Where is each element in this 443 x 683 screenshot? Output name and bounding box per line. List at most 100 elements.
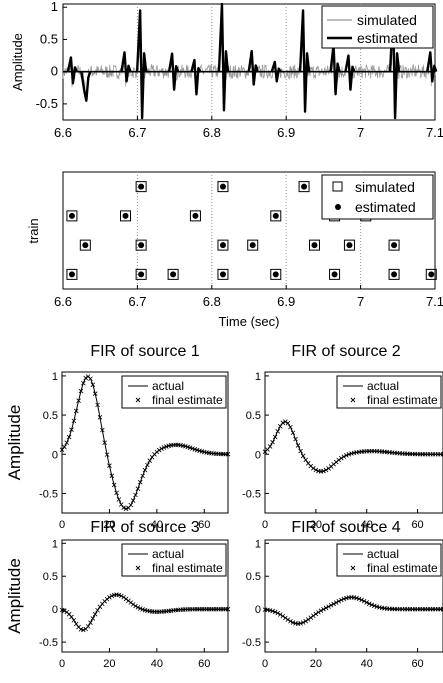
fir-legend-x-marker bbox=[135, 565, 141, 571]
fir-estimate-x-marker bbox=[130, 602, 136, 607]
fir-estimate-x-marker bbox=[283, 419, 288, 424]
estimated-spike bbox=[426, 51, 438, 83]
fir-actual-line bbox=[264, 421, 443, 472]
estimated-dot-marker bbox=[192, 212, 199, 219]
fir-estimate-x-marker bbox=[97, 604, 103, 610]
fir-estimate-x-marker bbox=[323, 605, 329, 611]
fir-y-tick-label: -0.5 bbox=[242, 637, 261, 649]
estimated-dot-marker bbox=[301, 183, 308, 190]
estimated-spike bbox=[120, 51, 132, 83]
fir-estimate-x-marker bbox=[88, 376, 93, 382]
fir-estimate-x-marker bbox=[298, 448, 303, 454]
fir-x-tick-label: 20 bbox=[103, 519, 115, 531]
fir-estimate-x-marker bbox=[336, 457, 342, 463]
fir-estimate-x-marker bbox=[272, 434, 278, 440]
fir-estimate-x-marker bbox=[104, 452, 110, 457]
fir-y-tick-label: 1 bbox=[52, 371, 58, 383]
fir-estimate-x-marker bbox=[159, 446, 164, 451]
fir-x-tick-label: 40 bbox=[361, 519, 373, 531]
estimated-dot-marker bbox=[219, 271, 226, 278]
fir-y-axis-label: Amplitude bbox=[5, 558, 24, 634]
fir-estimate-x-marker bbox=[440, 606, 443, 612]
fir-estimate-x-marker bbox=[288, 424, 293, 430]
fir-estimate-x-marker bbox=[109, 473, 115, 479]
fir-estimate-x-marker bbox=[326, 604, 331, 609]
fir-estimate-x-marker bbox=[372, 603, 377, 609]
signal-y-tick-label: 1 bbox=[51, 0, 58, 14]
estimated-spike bbox=[329, 43, 341, 96]
fir-estimate-x-marker bbox=[161, 445, 167, 450]
fir-estimate-x-marker bbox=[290, 430, 296, 436]
fir-title: FIR of source 1 bbox=[90, 343, 199, 360]
fir-legend-actual-label: actual bbox=[152, 547, 184, 561]
fir-estimate-x-marker bbox=[90, 616, 96, 621]
fir-estimate-x-marker bbox=[303, 457, 308, 463]
fir-estimate-x-marker bbox=[107, 463, 112, 468]
signal-y-axis-label: Amplitude bbox=[10, 33, 25, 91]
fir-estimate-x-marker bbox=[265, 447, 270, 452]
estimated-dot-marker bbox=[170, 271, 177, 278]
legend-dot-marker bbox=[335, 204, 341, 210]
fir-x-tick-label: 40 bbox=[151, 658, 163, 670]
fir-x-tick-label: 0 bbox=[59, 519, 65, 531]
fir-estimate-x-marker bbox=[114, 490, 119, 496]
fir-estimate-x-marker bbox=[333, 600, 339, 605]
simulated-square-marker bbox=[189, 210, 201, 222]
fir-plot-frame bbox=[264, 371, 443, 514]
fir-title: FIR of source 4 bbox=[291, 519, 400, 536]
signal-y-tick-label: -0.5 bbox=[36, 96, 58, 111]
estimated-spike bbox=[66, 56, 79, 85]
signal-plot-frame bbox=[62, 3, 436, 121]
fir-estimate-x-marker bbox=[156, 447, 162, 453]
fir-estimate-x-marker bbox=[76, 398, 81, 403]
fir-x-tick-label: 0 bbox=[262, 519, 268, 531]
fir-estimate-x-marker bbox=[267, 444, 273, 449]
estimated-dot-marker bbox=[346, 242, 353, 249]
estimated-spike bbox=[298, 9, 311, 113]
simulated-square-marker bbox=[167, 268, 179, 280]
fir-estimate-x-marker bbox=[290, 620, 296, 625]
fir-estimate-x-marker bbox=[303, 618, 308, 624]
fir-estimate-x-marker bbox=[285, 617, 291, 622]
fir-estimate-x-marker bbox=[116, 592, 122, 598]
estimated-dot-marker bbox=[219, 242, 226, 249]
fir-estimate-x-marker bbox=[85, 624, 91, 629]
simulated-square-marker bbox=[217, 268, 229, 280]
signal-legend-box bbox=[321, 5, 434, 49]
fir-estimate-x-marker bbox=[71, 418, 77, 424]
signal-estimated-trace bbox=[63, 2, 438, 120]
fir-estimate-x-marker bbox=[121, 594, 126, 600]
fir-estimate-x-marker bbox=[300, 453, 306, 459]
simulated-square-marker bbox=[388, 239, 400, 251]
fir-x-tick-label: 0 bbox=[59, 658, 65, 670]
fir-legend-actual-label: actual bbox=[367, 547, 399, 561]
signal-x-tick-label: 6.7 bbox=[128, 125, 146, 140]
fir-plot-frame bbox=[61, 371, 229, 514]
fir-estimate-x-marker bbox=[135, 486, 141, 491]
fir-x-tick-label: 60 bbox=[198, 658, 210, 670]
train-x-tick-label: 6.6 bbox=[54, 294, 72, 309]
signal-y-tick-label: 0 bbox=[51, 64, 58, 79]
fir-estimate-x-marker bbox=[97, 414, 103, 420]
fir-x-tick-label: 60 bbox=[198, 519, 210, 531]
fir-estimate-x-marker bbox=[336, 598, 342, 604]
fir-estimate-x-marker bbox=[95, 607, 100, 613]
fir-y-tick-label: 1 bbox=[255, 371, 261, 383]
fir-estimate-x-marker bbox=[316, 609, 321, 615]
simulated-square-marker bbox=[343, 239, 355, 251]
fir-estimate-x-marker bbox=[328, 602, 334, 608]
fir-y-tick-label: 1 bbox=[52, 538, 58, 550]
fir-y-tick-label: -0.5 bbox=[39, 637, 58, 649]
fir-estimate-x-marker bbox=[133, 603, 138, 609]
fir-estimate-x-marker bbox=[298, 621, 303, 626]
train-x-tick-label: 7.1 bbox=[426, 294, 443, 309]
fir-legend-x-marker bbox=[350, 565, 356, 571]
fir-estimate-x-marker bbox=[78, 388, 84, 394]
fir-estimate-x-marker bbox=[339, 455, 344, 461]
fir-estimate-x-marker bbox=[128, 600, 134, 605]
fir-legend-estimate-label: final estimate bbox=[367, 393, 438, 407]
estimated-dot-marker bbox=[428, 271, 435, 278]
fir-estimate-x-marker bbox=[440, 451, 443, 457]
estimated-dot-marker bbox=[122, 212, 129, 219]
